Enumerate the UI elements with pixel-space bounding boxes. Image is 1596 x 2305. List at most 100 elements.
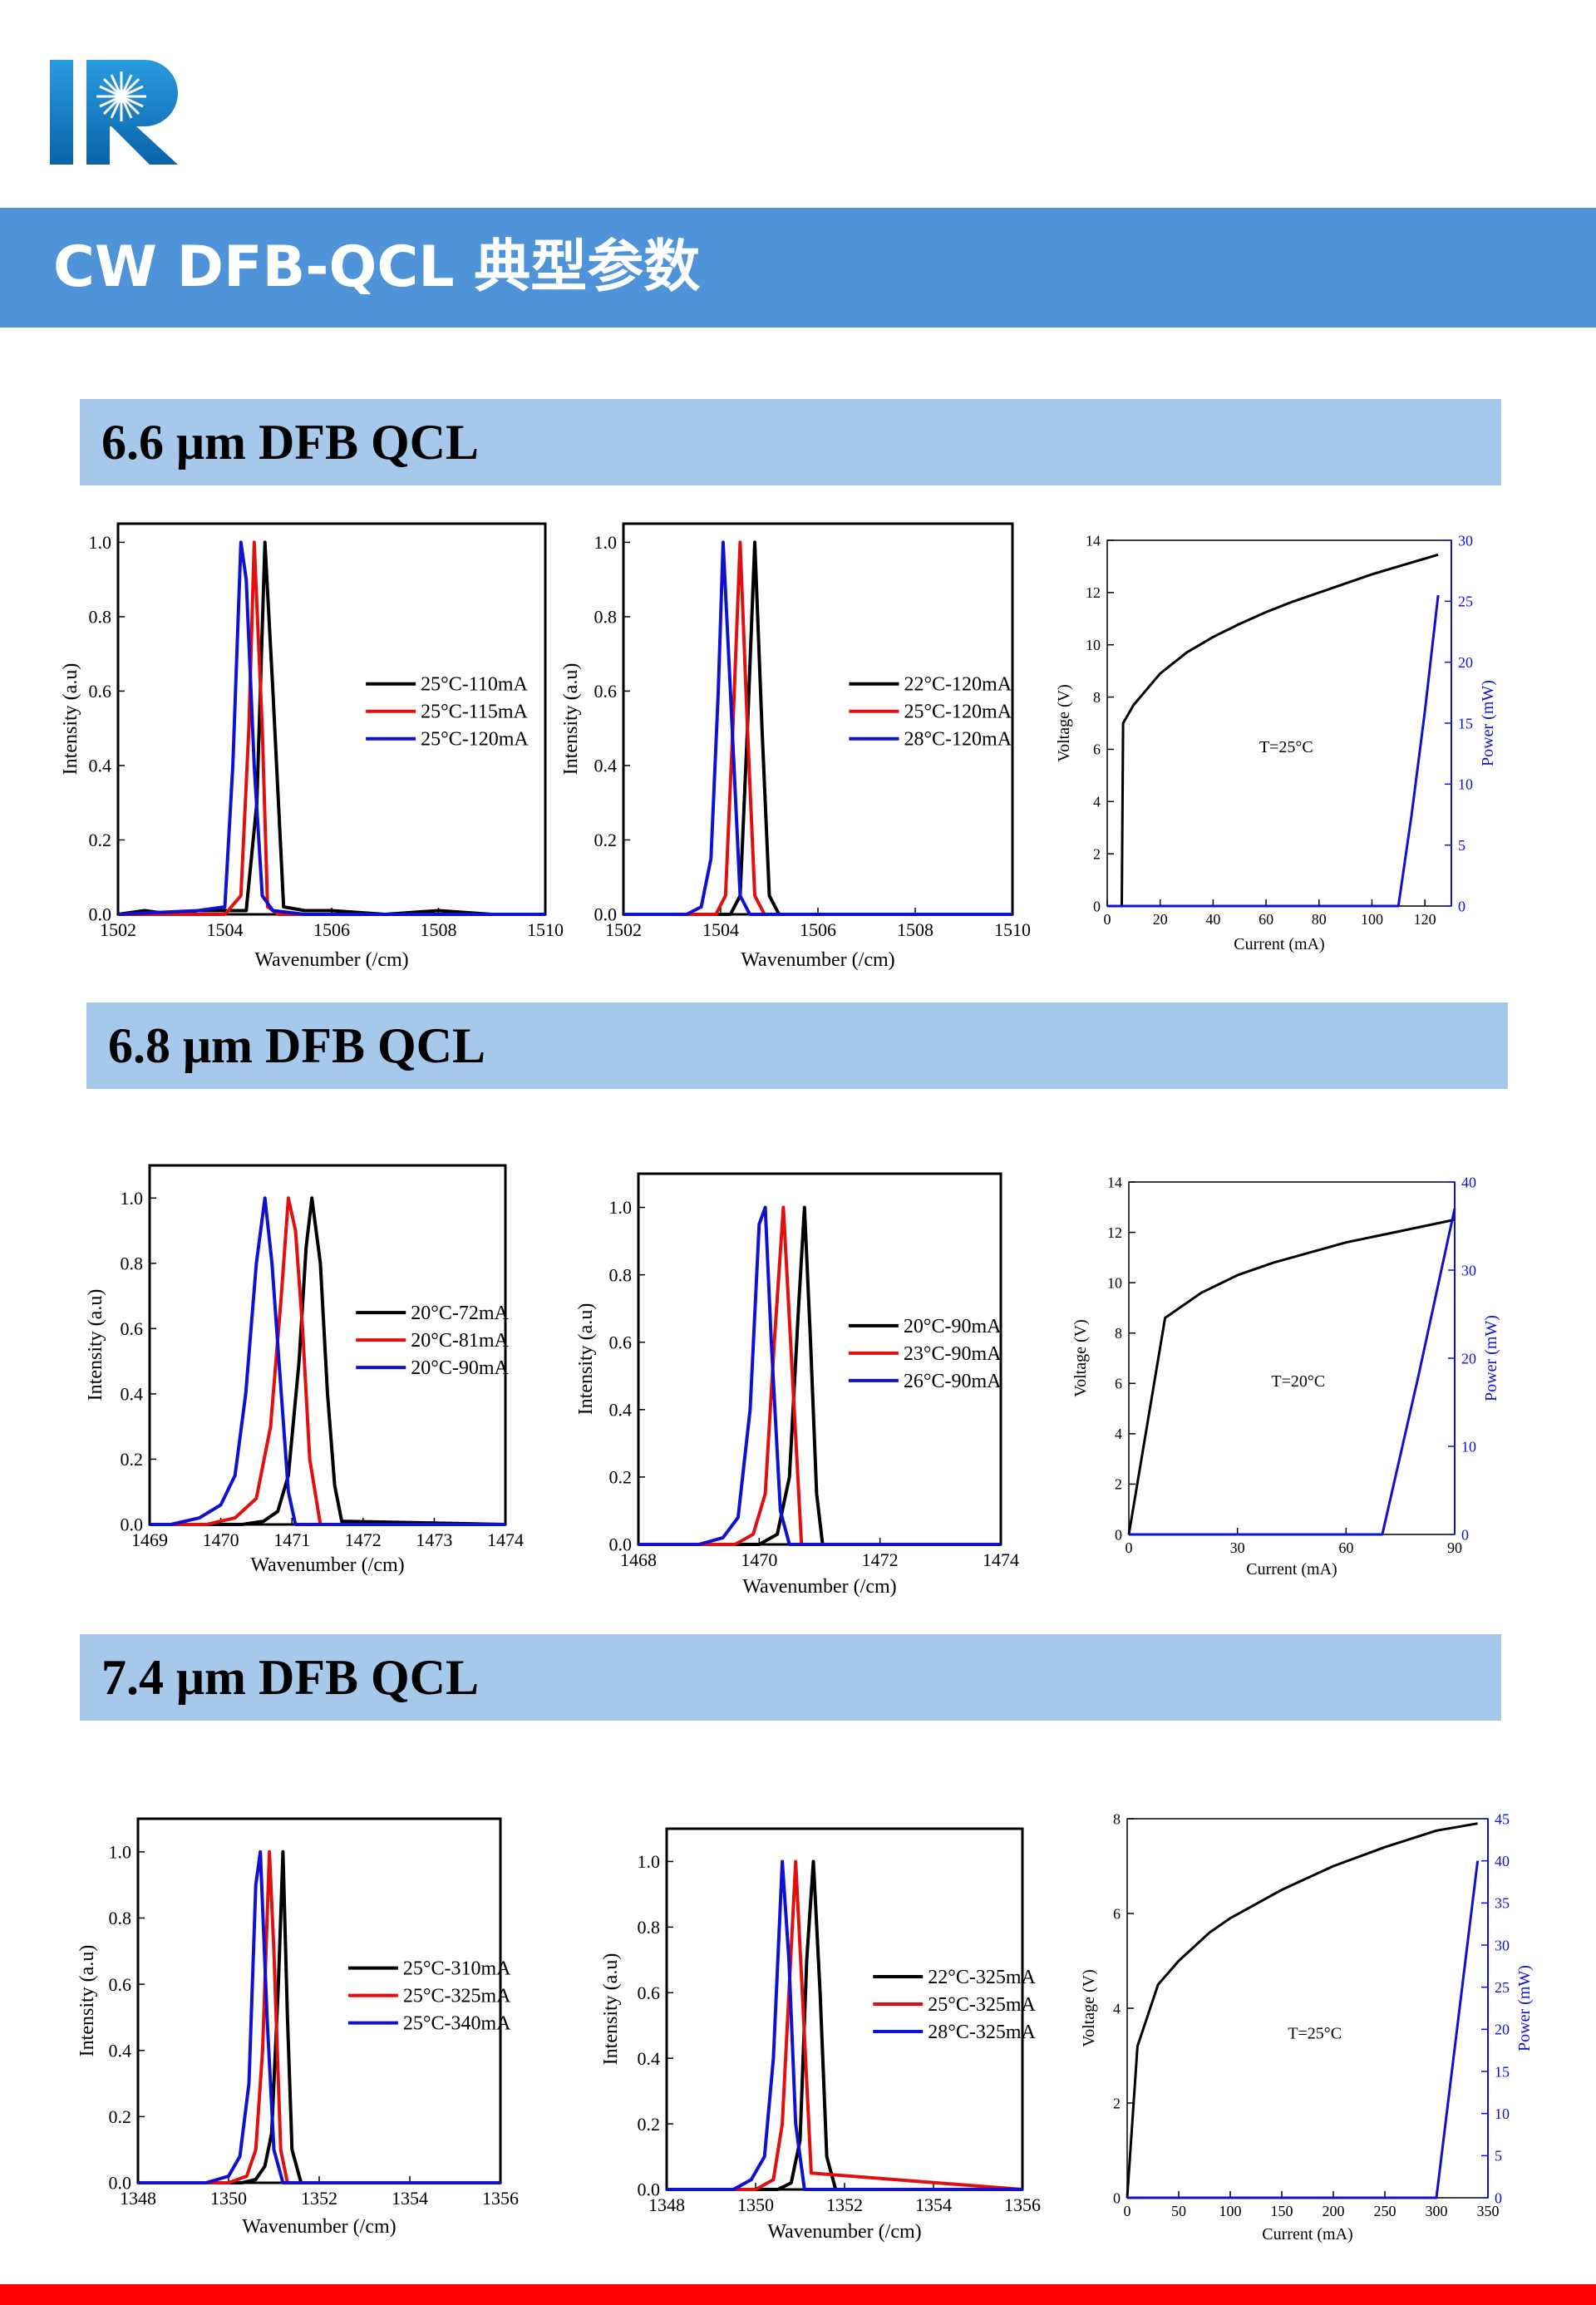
y-tick-label: 0.2 bbox=[109, 2106, 132, 2127]
y-tick-label: 14 bbox=[1086, 532, 1101, 549]
x-axis-label: Current (mA) bbox=[1262, 2225, 1352, 2243]
y2-tick-label: 10 bbox=[1458, 776, 1473, 793]
y-tick-label: 0 bbox=[1093, 898, 1101, 914]
y-tick-label: 0.8 bbox=[121, 1253, 144, 1274]
series-line bbox=[667, 1859, 1022, 2191]
y-tick-label: 1.0 bbox=[594, 532, 618, 553]
x-tick-label: 1473 bbox=[416, 1529, 452, 1550]
series-line bbox=[138, 1849, 500, 2184]
y2-tick-label: 30 bbox=[1495, 1937, 1510, 1953]
y-axis-label: Intensity (a.u) bbox=[575, 1303, 597, 1416]
x-tick-label: 1356 bbox=[1004, 2194, 1041, 2215]
y2-tick-label: 10 bbox=[1495, 2106, 1510, 2122]
y-axis-label: Intensity (a.u) bbox=[560, 663, 582, 776]
y-axis-label: Intensity (a.u) bbox=[76, 1945, 98, 2057]
y-tick-label: 2 bbox=[1115, 1476, 1122, 1493]
y-tick-label: 2 bbox=[1113, 2095, 1121, 2111]
x-tick-label: 1510 bbox=[994, 919, 1031, 940]
series-line bbox=[1126, 1822, 1478, 2199]
series-line bbox=[623, 540, 1012, 916]
x-tick-label: 1472 bbox=[345, 1529, 382, 1550]
y2-tick-label: 25 bbox=[1458, 593, 1473, 610]
x-axis-label: Current (mA) bbox=[1246, 1560, 1337, 1579]
x-tick-label: 50 bbox=[1171, 2203, 1186, 2219]
y-axis-label: Intensity (a.u) bbox=[85, 1289, 106, 1401]
y-tick-label: 0.8 bbox=[109, 1908, 132, 1928]
y-tick-label: 8 bbox=[1115, 1325, 1122, 1342]
series-line bbox=[1107, 594, 1440, 908]
y-tick-label: 1.0 bbox=[121, 1188, 144, 1209]
chart-svg: 1468 1470 1472 1474 0.0 0.2 0.4 0.6 0.8 1.0 Wavenu… bbox=[575, 1172, 1019, 1598]
y-tick-label: 0.2 bbox=[594, 830, 618, 850]
y2-axis-label: Power (mW) bbox=[1482, 1315, 1500, 1401]
legend-label: 20°C-90mA bbox=[904, 1316, 1002, 1337]
y2-tick-label: 0 bbox=[1458, 898, 1465, 914]
x-tick-label: 80 bbox=[1312, 911, 1327, 928]
x-tick-label: 1474 bbox=[487, 1529, 524, 1550]
x-tick-label: 1506 bbox=[800, 919, 836, 940]
y2-tick-label: 40 bbox=[1495, 1853, 1510, 1869]
y2-tick-label: 20 bbox=[1495, 2022, 1510, 2038]
series-line bbox=[638, 1205, 1001, 1546]
y2-tick-label: 30 bbox=[1461, 1262, 1476, 1278]
series-line bbox=[623, 540, 1012, 916]
x-tick-label: 0 bbox=[1104, 911, 1111, 928]
x-tick-label: 60 bbox=[1338, 1539, 1353, 1556]
y-axis-label: Voltage (V) bbox=[1055, 684, 1073, 762]
x-tick-label: 100 bbox=[1361, 911, 1383, 928]
legend-label: 25°C-110mA bbox=[421, 674, 528, 696]
y-tick-label: 0.4 bbox=[89, 756, 112, 776]
x-axis-label: Wavenumber (/cm) bbox=[254, 949, 408, 971]
y2-tick-label: 40 bbox=[1461, 1174, 1476, 1190]
page-title: CW DFB-QCL 典型参数 bbox=[53, 234, 701, 300]
spectrum-chart-6-8um-current: 1469 1470 1471 1472 1473 1474 0.0 0.2 0.4 0.6 0.8 1… bbox=[83, 1159, 532, 1578]
y2-tick-label: 5 bbox=[1495, 2148, 1502, 2165]
y2-tick-label: 45 bbox=[1495, 1810, 1510, 1827]
series-line bbox=[117, 540, 545, 916]
legend-label: 20°C-90mA bbox=[411, 1357, 509, 1379]
y-tick-label: 0.6 bbox=[594, 681, 618, 702]
x-tick-label: 1468 bbox=[620, 1549, 657, 1570]
legend-label: 26°C-90mA bbox=[904, 1371, 1002, 1392]
spectrum-chart-6-8um-temperature: 1468 1470 1472 1474 0.0 0.2 0.4 0.6 0.8 1.0 Wavenu… bbox=[574, 1167, 1031, 1599]
ir-logo-icon bbox=[50, 60, 178, 165]
series-line bbox=[638, 1205, 1001, 1546]
y-tick-label: 0.6 bbox=[609, 1332, 633, 1352]
series-line bbox=[138, 1849, 500, 2184]
x-tick-label: 1471 bbox=[273, 1529, 310, 1550]
x-tick-label: 300 bbox=[1426, 2203, 1448, 2219]
chart-svg: 1348 1350 1352 1354 1356 0.0 0.2 0.4 0.6 0.8 1.0 Wa… bbox=[76, 1817, 519, 2238]
legend-label: 23°C-90mA bbox=[904, 1343, 1002, 1365]
chart-svg: 1502 1504 1506 1508 1510 0.0 0.2 0.4 0.6 0.8 1.0 Wa… bbox=[560, 522, 1031, 971]
liv-chart-7-4um: 0 50 100 150 200 250 300 350 0 2 4 6 8 0 5 10 15 20 25 30 35… bbox=[1080, 1810, 1554, 2246]
y-axis-label: Intensity (a.u) bbox=[60, 663, 81, 776]
y-tick-label: 0.0 bbox=[89, 904, 112, 925]
legend-label: 25°C-115mA bbox=[421, 702, 528, 723]
series-line bbox=[150, 1196, 506, 1526]
y-tick-label: 0.6 bbox=[638, 1982, 661, 2003]
x-tick-label: 1504 bbox=[702, 919, 739, 940]
y-tick-label: 0.4 bbox=[609, 1400, 633, 1421]
y2-tick-label: 25 bbox=[1495, 1979, 1510, 1996]
y2-axis-label: Power (mW) bbox=[1515, 1965, 1534, 2051]
x-tick-label: 40 bbox=[1205, 911, 1220, 928]
y-tick-label: 10 bbox=[1086, 637, 1101, 653]
y-tick-label: 4 bbox=[1093, 794, 1101, 810]
y-tick-label: 0.2 bbox=[89, 830, 112, 850]
y-tick-label: 12 bbox=[1107, 1224, 1122, 1241]
y-tick-label: 12 bbox=[1086, 584, 1101, 601]
y-tick-label: 0.6 bbox=[121, 1318, 144, 1339]
y-tick-label: 0.0 bbox=[109, 2173, 132, 2194]
spectrum-chart-6-6um-current: 1502 1504 1506 1508 1510 0.0 0.2 0.4 0.6 0.8 1.0 Wa… bbox=[58, 515, 564, 973]
y-tick-label: 6 bbox=[1093, 741, 1101, 758]
series-line bbox=[1129, 1208, 1456, 1536]
y-tick-label: 0.2 bbox=[121, 1449, 144, 1470]
x-tick-label: 1350 bbox=[210, 2188, 247, 2209]
y-axis-label: Voltage (V) bbox=[1071, 1319, 1090, 1397]
x-tick-label: 60 bbox=[1259, 911, 1273, 928]
x-tick-label: 1508 bbox=[897, 919, 933, 940]
legend-label: 20°C-72mA bbox=[411, 1303, 509, 1324]
y2-tick-label: 5 bbox=[1458, 837, 1465, 854]
chart-svg: 0 50 100 150 200 250 300 3500246805101520253035… bbox=[1080, 1810, 1534, 2243]
